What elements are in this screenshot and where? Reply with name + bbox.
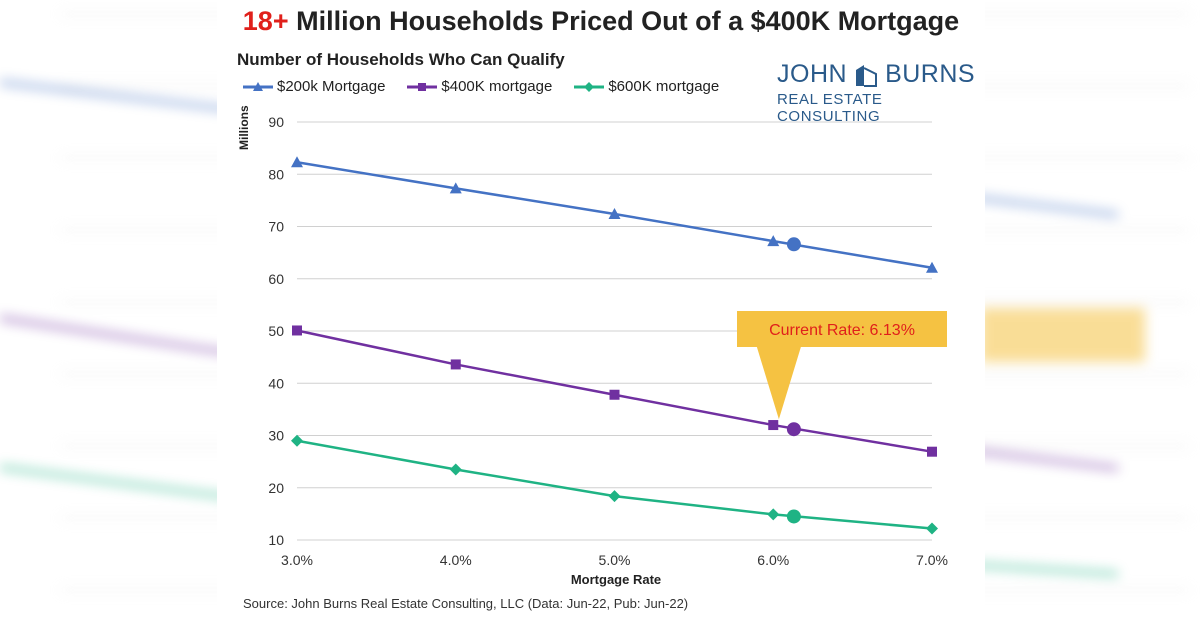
y-tick-label: 50 [268,323,284,339]
y-tick-label: 70 [268,219,284,235]
chart-card: 18+ Million Households Priced Out of a $… [217,0,985,624]
data-point [449,182,462,194]
series-line [296,439,933,530]
page-title: 18+ Million Households Priced Out of a $… [217,6,985,37]
legend-label: $200k Mortgage [277,78,386,95]
current-rate-point [786,237,801,252]
legend-item: $600K mortgage [574,78,719,95]
legend-label: $600K mortgage [608,78,720,95]
data-point [608,490,621,503]
y-tick-label: 80 [268,166,284,182]
y-tick-label: 40 [268,375,284,391]
legend-swatch [407,82,438,91]
data-point [768,420,779,431]
current-rate-point [786,509,801,524]
source-note: Source: John Burns Real Estate Consultin… [243,596,689,611]
x-tick-label: 6.0% [757,552,789,568]
logo-word-burns: BURNS [885,60,976,88]
title-rest: Million Households Priced Out of a $400K… [288,6,960,36]
legend-swatch [574,81,605,92]
title-accent: 18+ [242,6,289,36]
legend-item: $200k Mortgage [243,78,385,95]
data-point [767,235,780,247]
y-tick-label: 20 [268,480,284,496]
data-point [291,434,303,447]
legend-label: $400K mortgage [441,78,553,95]
current-rate-label: Current Rate: 6.13% [769,322,915,339]
data-point [926,522,938,535]
x-tick-label: 4.0% [440,552,472,568]
x-tick-label: 7.0% [916,552,948,568]
y-tick-label: 10 [268,532,284,548]
house-icon [856,64,878,87]
data-point [927,446,937,457]
legend-item: $400K mortgage [407,78,552,95]
current-rate-point [786,422,801,437]
x-tick-label: 5.0% [599,552,631,568]
chart-legend: $200k Mortgage $400K mortgage $600K mortga… [243,78,719,95]
legend-marker [584,81,595,92]
legend-swatch [243,81,273,91]
bg-callout [980,308,1145,362]
data-point [926,261,938,273]
legend-marker [253,81,263,91]
chart-title: Number of Households Who Can Qualify [237,50,565,69]
data-point [767,508,780,521]
data-point [291,156,303,168]
y-tick-label: 30 [268,428,284,444]
x-tick-label: 3.0% [281,552,313,568]
x-axis-label: Mortgage Rate [570,572,662,587]
logo-word-john: JOHN [777,60,848,88]
data-point [609,389,620,400]
y-tick-label: 60 [268,271,284,287]
line-chart: 10 20 30 40 50 60 70 80 90 3.0% 4.0% 5.0% 6.0% 7.0% Cu… [268,114,948,568]
data-point [292,325,302,336]
logo-tagline: REAL ESTATE CONSULTING [777,91,883,125]
data-point [449,463,462,476]
y-tick-label: 90 [268,114,284,130]
current-rate-callout [737,311,947,420]
legend-marker [418,82,427,91]
data-point [608,207,621,219]
data-point [450,359,461,370]
company-logo: JOHN BURNS REAL ESTATE CONSULTING [777,60,977,125]
